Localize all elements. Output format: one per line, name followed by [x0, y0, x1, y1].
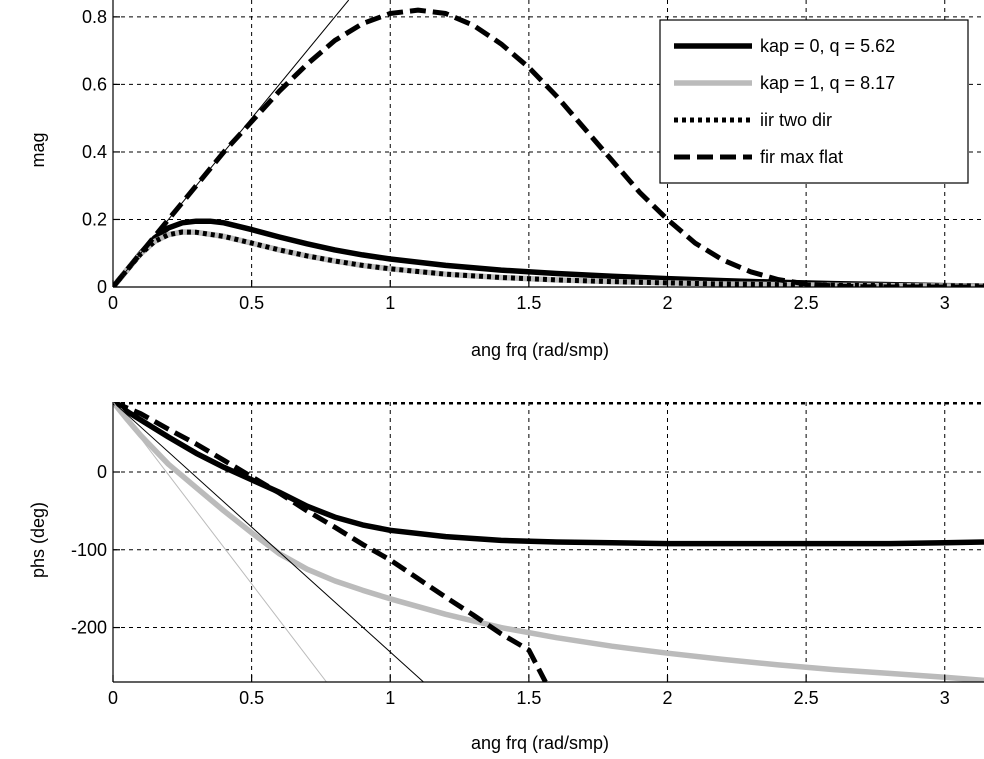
- phs-xtick-label: 1.5: [516, 688, 541, 708]
- mag-ytick-label: 0: [97, 277, 107, 297]
- mag-axes: [112, 0, 984, 288]
- mag-ytick-label: 0.8: [82, 7, 107, 27]
- mag-plot: 0 0.5 1 1.5 2 2.5 3 0 0.2 0.4 0.6 0.8 ang frq (rad…: [28, 0, 984, 360]
- legend-entry-label: kap = 0, q = 5.62: [760, 36, 895, 56]
- mag-series-line-2: [113, 229, 984, 287]
- phs-xtick-label: 0.5: [239, 688, 264, 708]
- phs-xlabel: ang frq (rad/smp): [471, 733, 609, 753]
- phs-ytick-label: -200: [71, 618, 107, 638]
- phs-ytick-label: -100: [71, 540, 107, 560]
- mag-xlabel: ang frq (rad/smp): [471, 340, 609, 360]
- mag-xtick-label: 3: [940, 293, 950, 313]
- phs-xtick-label: 0: [108, 688, 118, 708]
- phs-series-line-1: [113, 402, 984, 682]
- mag-ytick-label: 0.2: [82, 209, 107, 229]
- phs-xtick-label: 1: [385, 688, 395, 708]
- mag-ytick-label: 0.4: [82, 142, 107, 162]
- phs-series-line-3: [113, 402, 548, 682]
- mag-ytick-labels: 0 0.2 0.4 0.6 0.8: [82, 7, 107, 297]
- mag-xtick-labels: 0 0.5 1 1.5 2 2.5 3: [108, 293, 950, 313]
- phs-ylabel: phs (deg): [28, 502, 48, 578]
- phs-ytick-label: 0: [97, 462, 107, 482]
- phs-series: [113, 402, 984, 682]
- mag-xtick-label: 2.5: [794, 293, 819, 313]
- phs-axes: [112, 402, 984, 683]
- legend-entry-label: iir two dir: [760, 110, 832, 130]
- phs-xtick-label: 3: [940, 688, 950, 708]
- phs-ytick-labels: -200 -100 0: [71, 462, 107, 638]
- phs-xtick-labels: 0 0.5 1 1.5 2 2.5 3: [108, 688, 950, 708]
- phs-series-line-0: [113, 402, 984, 547]
- phs-plot: 0 0.5 1 1.5 2 2.5 3 -200 -100 0 ang frq (rad/smp…: [28, 402, 984, 753]
- mag-xtick-label: 0: [108, 293, 118, 313]
- legend: kap = 0, q = 5.62 kap = 1, q = 8.17 iir tw…: [659, 19, 969, 184]
- mag-xtick-label: 0.5: [239, 293, 264, 313]
- phs-series-line-4: [113, 402, 424, 682]
- mag-xtick-label: 1: [385, 293, 395, 313]
- legend-entry-label: fir max flat: [760, 147, 843, 167]
- phs-xtick-label: 2: [662, 688, 672, 708]
- mag-series-line-4: [113, 0, 350, 287]
- mag-ytick-label: 0.6: [82, 74, 107, 94]
- phs-xtick-label: 2.5: [794, 688, 819, 708]
- mag-xtick-label: 2: [662, 293, 672, 313]
- phs-series-line-5: [113, 402, 327, 682]
- legend-entry-label: kap = 1, q = 8.17: [760, 73, 895, 93]
- mag-ylabel: mag: [28, 132, 48, 167]
- mag-xtick-label: 1.5: [516, 293, 541, 313]
